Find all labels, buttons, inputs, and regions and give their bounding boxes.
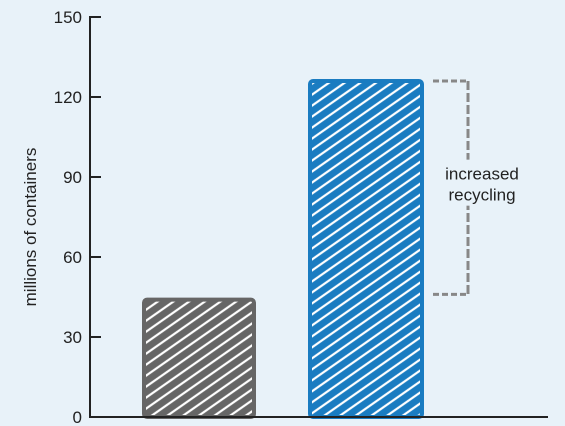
bars (142, 79, 424, 419)
y-tick-label: 120 (54, 88, 82, 107)
increased-recycling-annotation: increased recycling (430, 79, 534, 296)
y-tick-label: 0 (73, 408, 82, 426)
y-tick-label: 60 (63, 248, 82, 267)
y-tick-label: 30 (63, 328, 82, 347)
y-tick-label: 90 (63, 168, 82, 187)
y-axis-title: millions of containers (21, 148, 40, 307)
y-axis-ticks: 0 30 60 90 120 150 (54, 8, 101, 426)
bar-1 (142, 297, 256, 419)
bar-2 (308, 79, 424, 419)
annotation-label-line: increased (445, 165, 519, 184)
annotation-label-bg (430, 159, 534, 206)
annotation-label-line: recycling (448, 186, 515, 205)
y-tick-label: 150 (54, 8, 82, 27)
